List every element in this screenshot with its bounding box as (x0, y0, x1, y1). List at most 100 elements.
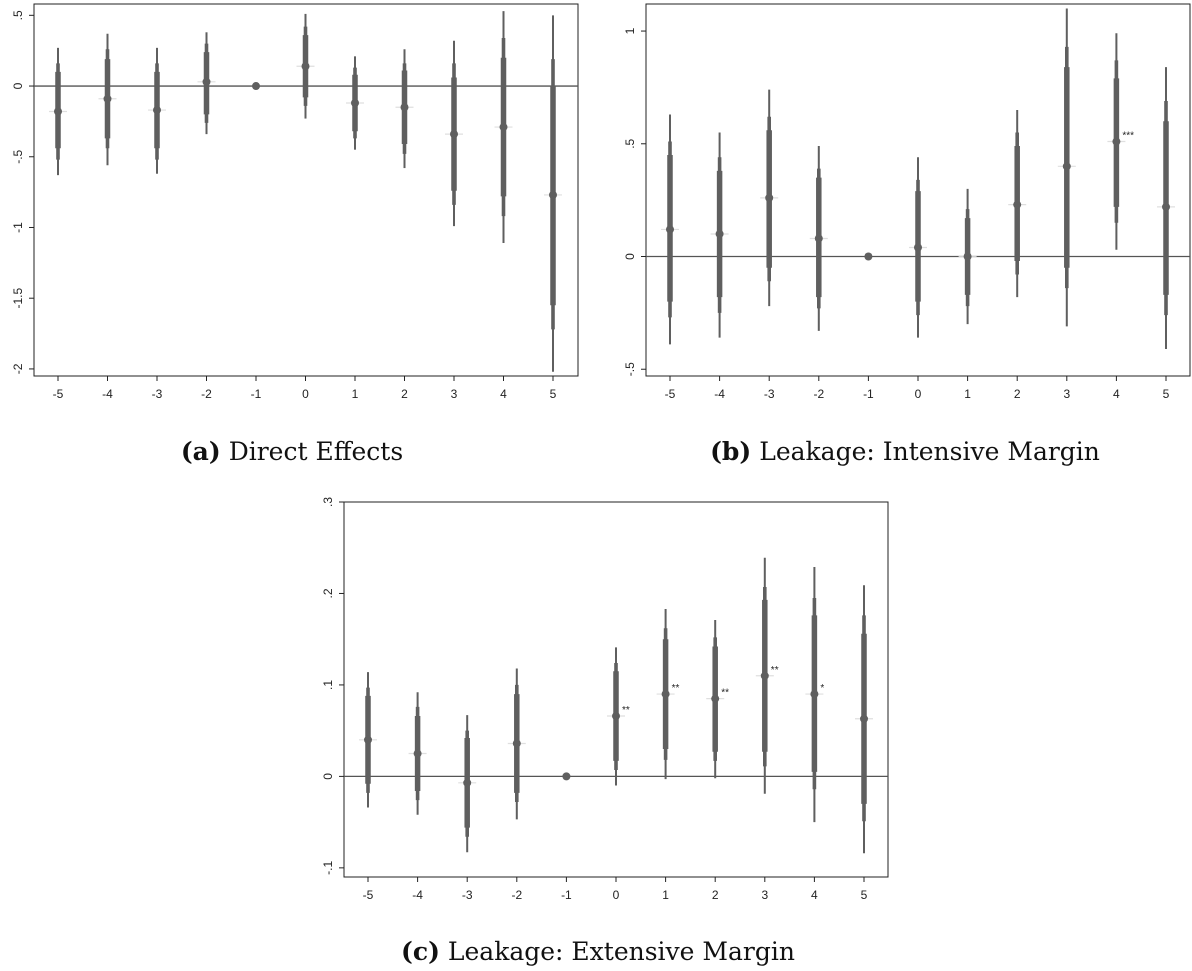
y-tick-label: -.5 (11, 149, 25, 163)
y-tick-label: -.5 (623, 362, 637, 376)
caption-b: (b) Leakage: Intensive Margin (710, 437, 1100, 466)
x-tick-label: 3 (761, 888, 768, 902)
significance-stars: ** (622, 705, 630, 716)
x-tick-label: -4 (102, 387, 113, 401)
point-estimate (666, 225, 674, 234)
point-estimate (1112, 137, 1121, 146)
y-tick-label: .5 (11, 10, 25, 20)
panel-a-direct-effects: -2 -1.5 -1 -.5 0 .5 -5 -4 -3 -2 -1 0 1 2 3 4 5 (11, 3, 579, 401)
significance-stars: * (820, 683, 824, 694)
point-estimate (351, 99, 359, 108)
point-estimate (512, 739, 521, 748)
x-tick-label: -5 (665, 387, 676, 401)
point-estimate (963, 252, 972, 261)
caption-c: (c) Leakage: Extensive Margin (401, 937, 795, 966)
x-tick-label: 4 (1113, 387, 1120, 401)
significance-stars: ** (721, 688, 729, 699)
x-tick-label: -4 (412, 888, 423, 902)
x-tick-label: 5 (1163, 387, 1170, 401)
point-estimate (153, 106, 161, 115)
point-estimate (914, 243, 922, 252)
x-tick-label: -5 (363, 888, 374, 902)
point-estimate (301, 62, 310, 71)
x-tick-label: -1 (863, 387, 874, 401)
y-tick-label: 0 (321, 773, 335, 780)
point-estimate (463, 778, 472, 787)
y-tick-label: -1 (11, 222, 25, 233)
point-estimate (202, 77, 211, 86)
x-tick-label: -3 (462, 888, 473, 902)
point-estimate (1013, 200, 1022, 209)
x-tick-label: -3 (764, 387, 775, 401)
x-tick-label: 3 (1063, 387, 1070, 401)
point-estimate (765, 193, 774, 202)
point-estimate (499, 123, 508, 132)
point-estimate (413, 749, 422, 758)
significance-stars: ** (672, 683, 680, 694)
x-tick-label: -2 (511, 888, 522, 902)
x-tick-label: 0 (613, 888, 620, 902)
y-tick-label: .2 (321, 588, 335, 598)
point-estimate (103, 94, 112, 103)
x-tick-label: 3 (451, 387, 458, 401)
point-estimate (711, 694, 720, 703)
point-estimate (661, 690, 670, 699)
x-tick-label: 1 (352, 387, 359, 401)
point-estimate (562, 772, 571, 781)
point-estimate (1062, 162, 1071, 171)
y-tick-label: .3 (321, 497, 335, 507)
caption-b-label: (b) (710, 437, 751, 466)
point-estimate (860, 714, 868, 723)
point-estimate (1162, 202, 1170, 211)
x-tick-label: -1 (251, 387, 262, 401)
x-tick-label: 0 (915, 387, 922, 401)
caption-a-text: Direct Effects (229, 437, 403, 466)
point-estimate (54, 107, 62, 116)
point-estimate (715, 229, 724, 238)
point-estimate (810, 690, 819, 699)
x-tick-label: -5 (53, 387, 64, 401)
y-tick-label: -2 (11, 363, 25, 374)
x-tick-label: -4 (714, 387, 725, 401)
point-estimate (450, 130, 458, 139)
x-tick-label: 0 (302, 387, 309, 401)
x-tick-label: 5 (861, 888, 868, 902)
y-tick-label: .1 (321, 680, 335, 690)
point-estimate (612, 712, 620, 721)
point-estimate (760, 671, 769, 680)
point-estimate (549, 190, 557, 199)
x-tick-label: 2 (712, 888, 719, 902)
point-estimate (864, 252, 873, 261)
x-tick-label: -1 (561, 888, 572, 902)
x-tick-label: 4 (500, 387, 507, 401)
y-tick-label: -1.5 (11, 288, 25, 309)
x-tick-label: -3 (152, 387, 163, 401)
caption-c-label: (c) (401, 937, 440, 966)
point-estimate (364, 735, 372, 744)
x-tick-label: 1 (662, 888, 669, 902)
x-tick-label: 1 (964, 387, 971, 401)
caption-c-text: Leakage: Extensive Margin (448, 937, 795, 966)
x-tick-label: 5 (550, 387, 557, 401)
y-tick-label: -.1 (321, 861, 335, 875)
panel-c-leakage-extensive-margin: -.10.1.2.3-5 -4 -3 -2 -1 0 1 2 3 4 5**** ***** (321, 497, 889, 902)
caption-b-text: Leakage: Intensive Margin (759, 437, 1100, 466)
x-tick-label: 2 (401, 387, 408, 401)
y-tick-label: .5 (623, 138, 637, 148)
y-tick-label: 1 (623, 27, 637, 34)
caption-a: (a) Direct Effects (181, 437, 403, 466)
point-estimate (814, 234, 823, 243)
point-estimate (400, 103, 409, 112)
point-estimate (252, 82, 260, 91)
significance-stars: ** (771, 665, 779, 676)
x-tick-label: -2 (813, 387, 824, 401)
panel-b-leakage-intensive-margin: -.5 0 .5 1 -5 -4 -3 -2 -1 0 1 2 3 4 5 *** (623, 3, 1191, 401)
x-tick-label: 4 (811, 888, 818, 902)
y-tick-label: 0 (623, 253, 637, 260)
caption-a-label: (a) (181, 437, 221, 466)
x-tick-label: -2 (201, 387, 212, 401)
significance-stars: *** (1122, 131, 1134, 142)
y-tick-label: 0 (11, 82, 25, 89)
x-tick-label: 2 (1014, 387, 1021, 401)
